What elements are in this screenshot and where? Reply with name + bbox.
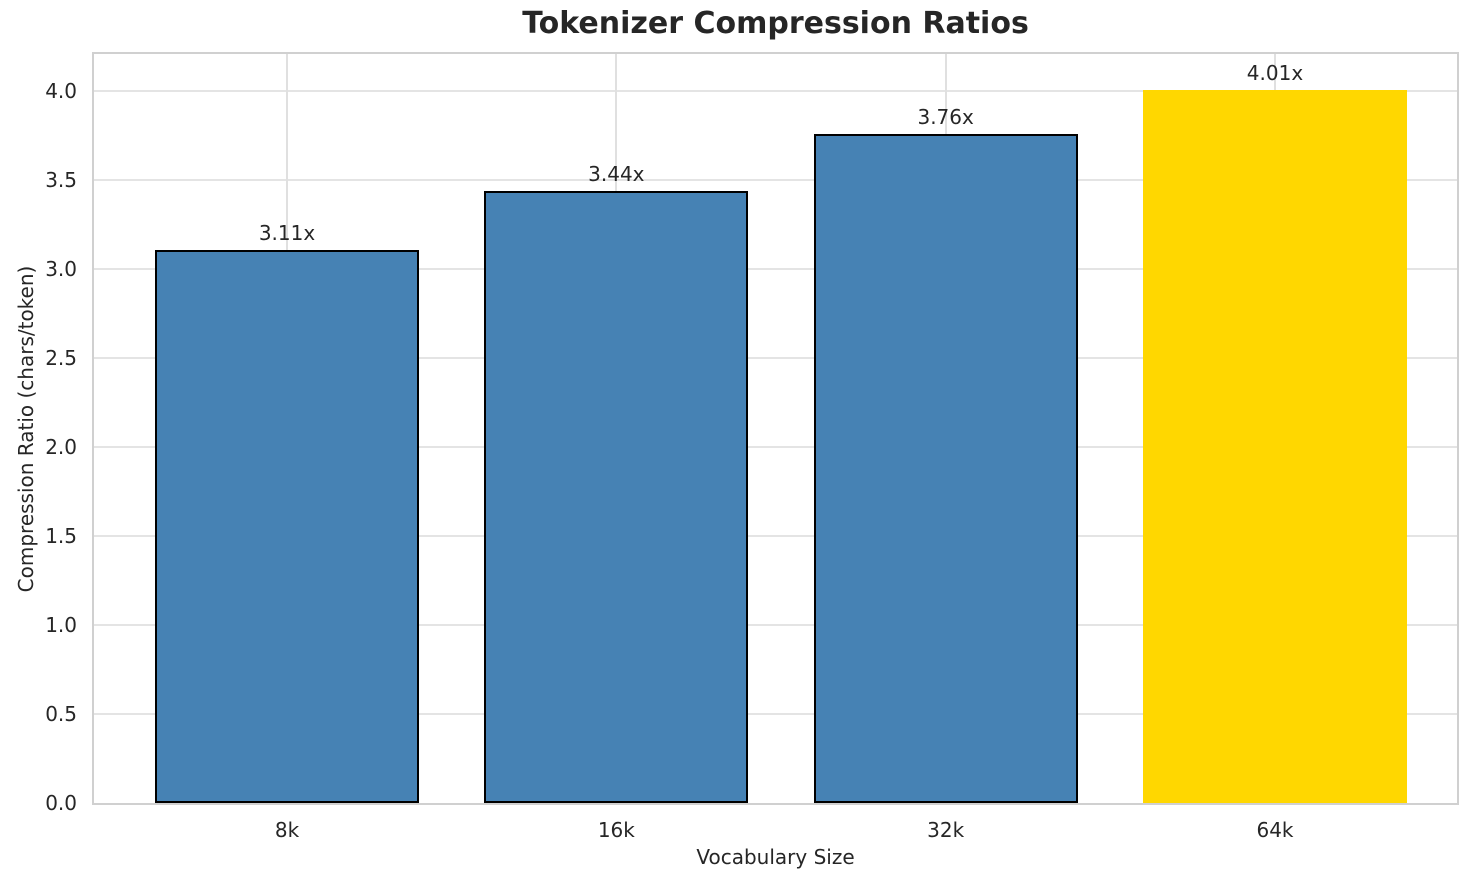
y-tick-label: 0.5: [45, 702, 77, 727]
bar-64k: [1142, 89, 1407, 803]
gridline-h: [94, 90, 1457, 93]
bar-value-label: 3.76x: [917, 105, 974, 130]
x-tick-label: 32k: [927, 818, 965, 842]
x-tick-label: 16k: [597, 818, 635, 842]
bar-value-label: 3.44x: [588, 161, 645, 186]
y-tick-label: 1.0: [45, 613, 77, 638]
bar-value-label: 4.01x: [1246, 60, 1304, 85]
y-tick-label: 4.0: [45, 79, 77, 104]
y-tick-label: 2.0: [45, 435, 77, 460]
y-tick-label: 1.5: [45, 524, 77, 549]
gridline-h: [94, 268, 1457, 271]
gridline-h: [94, 179, 1457, 182]
x-tick-label: 8k: [274, 818, 300, 842]
plot-area: 3.11x 3.44x 3.76x 4.01x: [92, 52, 1459, 805]
y-tick-label: 3.0: [45, 257, 77, 282]
bar-32k: [813, 134, 1078, 803]
gridline-h: [94, 357, 1457, 360]
chart-title: Tokenizer Compression Ratios: [522, 6, 1029, 41]
y-tick-label: 3.5: [45, 168, 77, 193]
bar-16k: [484, 190, 749, 803]
y-axis-label: Compression Ratio (chars/token): [14, 265, 38, 593]
gridline-h: [94, 535, 1457, 538]
y-tick-label: 2.5: [45, 346, 77, 371]
bar-8k: [155, 249, 419, 803]
y-tick-label: 0.0: [45, 791, 77, 815]
bar-value-label: 3.11x: [258, 220, 316, 245]
gridline-h: [94, 624, 1457, 627]
x-tick-label: 64k: [1256, 818, 1294, 842]
gridline-h: [94, 446, 1457, 449]
gridline-h: [94, 713, 1457, 716]
x-axis-label: Vocabulary Size: [696, 845, 855, 869]
